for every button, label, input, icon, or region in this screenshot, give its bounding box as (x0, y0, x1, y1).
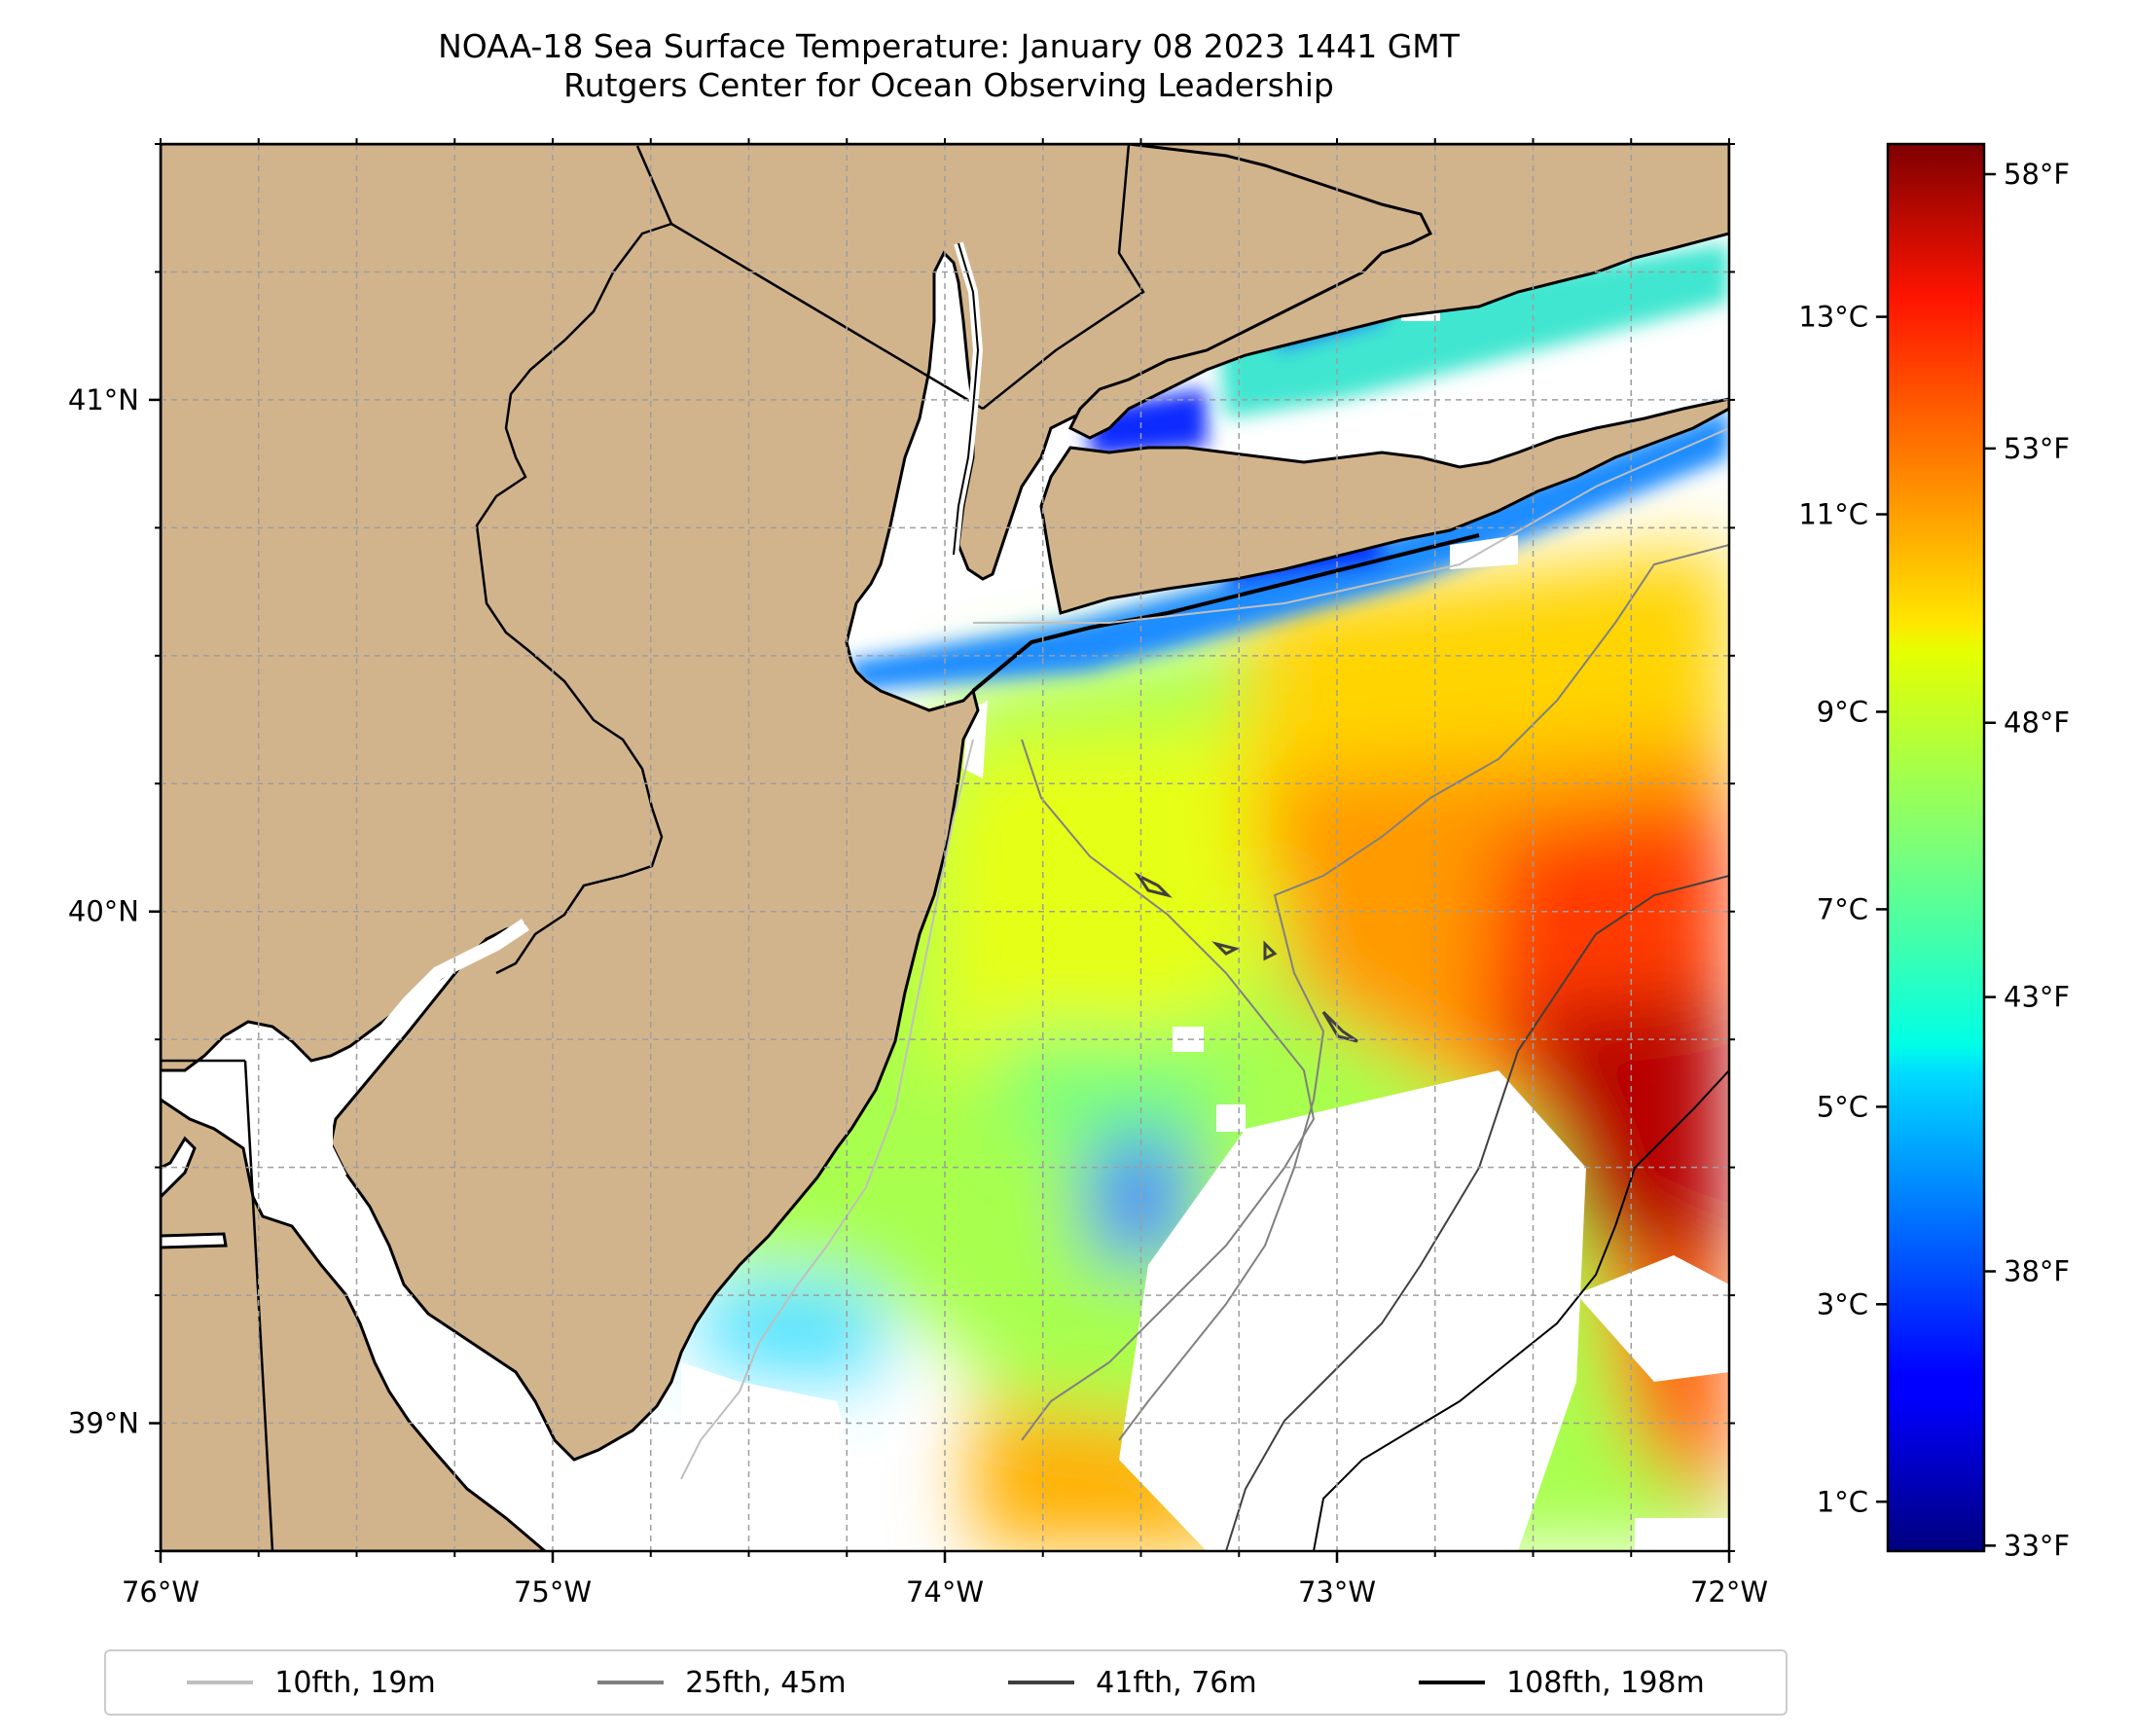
celsius-tick-label: 7°C (1817, 892, 1868, 925)
legend-item-10fth: 10fth, 19m (187, 1665, 436, 1700)
y-tick-label: 40°N (68, 895, 139, 928)
y-tick-label: 41°N (68, 383, 139, 416)
legend-line-icon (1008, 1681, 1075, 1684)
legend-line-icon (1419, 1681, 1486, 1684)
legend-item-25fth: 25fth, 45m (597, 1665, 847, 1700)
land-connecticut (1067, 144, 1729, 440)
fahrenheit-tick-label: 48°F (2004, 706, 2070, 740)
x-tick-label: 76°W (122, 1575, 199, 1609)
map-axis-ticks: 76°W 75°W 74°W 73°W 72°W 41°N 40°N 39°N (68, 138, 1768, 1609)
legend-item-41fth: 41fth, 76m (1008, 1665, 1257, 1700)
celsius-tick-label: 13°C (1798, 301, 1868, 334)
celsius-tick-label: 5°C (1817, 1090, 1868, 1123)
colorbar (1888, 144, 1984, 1551)
celsius-tick-label: 3°C (1817, 1287, 1868, 1320)
fahrenheit-tick-label: 33°F (2004, 1529, 2070, 1562)
legend-line-icon (597, 1681, 665, 1684)
celsius-tick-label: 1°C (1817, 1485, 1868, 1518)
x-tick-label: 72°W (1690, 1575, 1768, 1609)
celsius-tick-label: 9°C (1817, 695, 1868, 728)
fahrenheit-tick-label: 58°F (2004, 158, 2070, 191)
legend-label: 25fth, 45m (685, 1665, 847, 1700)
sst-field (701, 545, 1729, 1547)
map-subtitle: Rutgers Center for Ocean Observing Leade… (563, 66, 1334, 104)
colorbar-ticks: 13°C 11°C 9°C 7°C 5°C 3°C 1°C 58°F 53°F 48°F 43°F 3… (1798, 158, 2070, 1562)
fahrenheit-tick-label: 43°F (2004, 981, 2070, 1014)
x-tick-label: 75°W (514, 1575, 592, 1609)
land-delmarva (161, 1098, 548, 1551)
map-content (161, 144, 1729, 1551)
map-title: NOAA-18 Sea Surface Temperature: January… (438, 27, 1460, 65)
colorbar-frame (1886, 142, 1986, 1553)
legend-label: 108fth, 198m (1506, 1665, 1705, 1700)
no-data-regions (681, 277, 1729, 1551)
gridlines (161, 144, 1729, 1551)
contour-legend: 10fth, 19m 25fth, 45m 41fth, 76m 108fth,… (104, 1649, 1788, 1716)
legend-label: 10fth, 19m (274, 1665, 436, 1700)
x-tick-label: 74°W (906, 1575, 984, 1609)
legend-line-icon (187, 1681, 254, 1684)
x-tick-label: 73°W (1298, 1575, 1376, 1609)
legend-item-108fth: 108fth, 198m (1419, 1666, 1705, 1700)
fahrenheit-tick-label: 38°F (2004, 1254, 2070, 1287)
land-long-island (1039, 397, 1729, 615)
celsius-tick-label: 11°C (1798, 498, 1868, 531)
legend-label: 41fth, 76m (1096, 1665, 1257, 1700)
y-tick-label: 39°N (68, 1407, 139, 1440)
fahrenheit-tick-label: 53°F (2004, 432, 2070, 465)
